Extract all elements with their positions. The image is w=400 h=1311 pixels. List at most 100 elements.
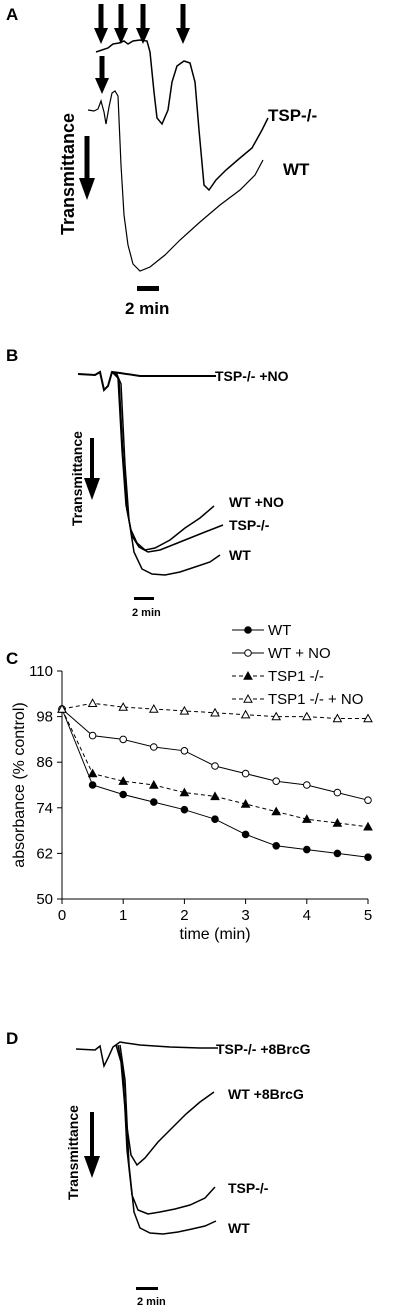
data-point bbox=[150, 798, 158, 806]
data-point bbox=[179, 705, 190, 715]
panel-b-ylabel: Transmittance bbox=[69, 431, 85, 526]
data-point bbox=[210, 791, 220, 801]
data-point bbox=[272, 777, 281, 786]
stimulus-arrows bbox=[94, 4, 190, 94]
x-tick-label: 5 bbox=[364, 907, 372, 924]
series-line bbox=[61, 702, 368, 719]
data-point bbox=[272, 842, 281, 850]
trace-label-wt: WT bbox=[228, 1220, 250, 1236]
panel-c: C 50 62 74 86 98 110 0 1 2 3 4 5 time (min) absorbanc… bbox=[6, 622, 373, 943]
data-point bbox=[87, 698, 98, 707]
data-point bbox=[240, 798, 251, 808]
data-point bbox=[271, 806, 282, 816]
legend-label: WT + NO bbox=[268, 645, 331, 662]
data-point bbox=[301, 711, 312, 721]
trace-wt bbox=[115, 371, 221, 576]
data-point bbox=[303, 845, 311, 854]
x-tick-label: 4 bbox=[303, 907, 311, 924]
data-point bbox=[240, 709, 251, 719]
x-axis-label: time (min) bbox=[179, 926, 250, 943]
trace-label-wt-no: WT +NO bbox=[229, 494, 284, 510]
trace-label-wt-8brcg: WT +8BrcG bbox=[228, 1086, 304, 1102]
data-point bbox=[88, 731, 97, 740]
legend-label: TSP1 -/- bbox=[268, 668, 324, 685]
time-scale-bar bbox=[136, 1287, 158, 1290]
trace-tsp-ko bbox=[95, 39, 269, 192]
transmittance-arrow-icon bbox=[84, 438, 100, 500]
data-point bbox=[364, 853, 372, 862]
data-point bbox=[332, 817, 343, 827]
legend-label: TSP1 -/- + NO bbox=[268, 691, 363, 708]
data-point bbox=[210, 707, 220, 717]
trace-label-tsp-ko-8brcg: TSP-/- +8BrcG bbox=[216, 1041, 311, 1057]
time-scale-label: 2 min bbox=[132, 607, 161, 619]
data-point bbox=[148, 703, 159, 713]
data-point bbox=[211, 762, 219, 770]
trace-label-wt: WT bbox=[283, 160, 310, 179]
arrow-down-icon bbox=[176, 4, 190, 44]
legend-marker bbox=[244, 626, 252, 634]
trace-wt-8brcg bbox=[115, 1044, 215, 1167]
time-scale-bar bbox=[137, 286, 159, 291]
data-point bbox=[363, 821, 373, 831]
absorbance-chart: 50 62 74 86 98 110 0 1 2 3 4 5 time (min) absorbance … bbox=[11, 622, 373, 943]
legend-label: WT bbox=[268, 622, 291, 639]
data-point bbox=[332, 713, 343, 723]
y-tick-label: 110 bbox=[29, 663, 53, 680]
data-point bbox=[119, 735, 127, 744]
data-point bbox=[180, 805, 189, 814]
time-scale-label: 2 min bbox=[125, 299, 169, 318]
trace-wt bbox=[87, 90, 264, 272]
data-point bbox=[333, 849, 342, 858]
data-point bbox=[150, 743, 158, 751]
legend-marker bbox=[243, 670, 253, 680]
trace-label-tsp-ko: TSP-/- bbox=[268, 106, 317, 125]
time-scale-label: 2 min bbox=[137, 1296, 166, 1308]
y-tick-label: 86 bbox=[36, 754, 53, 771]
series-line bbox=[61, 708, 369, 801]
data-point bbox=[148, 779, 159, 789]
y-tick-label: 62 bbox=[36, 845, 53, 862]
trace-tsp-ko-no bbox=[77, 370, 216, 392]
series-line bbox=[61, 708, 369, 858]
data-point bbox=[119, 790, 127, 799]
arrow-down-icon bbox=[114, 4, 128, 44]
trace-wt bbox=[119, 1044, 217, 1235]
data-point bbox=[179, 787, 190, 797]
transmittance-arrow-icon bbox=[84, 1112, 100, 1178]
data-point bbox=[88, 781, 97, 789]
x-tick-label: 0 bbox=[58, 907, 66, 924]
trace-tsp-ko-8brcg bbox=[75, 1041, 218, 1069]
arrow-down-icon bbox=[95, 56, 109, 94]
panel-b-letter: B bbox=[6, 346, 18, 365]
data-point bbox=[241, 769, 250, 778]
data-point bbox=[57, 703, 67, 713]
data-point bbox=[211, 815, 219, 824]
panel-c-letter: C bbox=[6, 649, 18, 668]
panel-a: A Transmittance TSP-/- WT 2 min bbox=[6, 4, 317, 318]
arrow-down-icon bbox=[94, 4, 108, 44]
data-point bbox=[301, 814, 312, 823]
data-point bbox=[364, 796, 372, 805]
panel-a-letter: A bbox=[6, 5, 18, 24]
data-point bbox=[118, 776, 129, 785]
trace-label-tsp-ko: TSP-/- bbox=[229, 517, 270, 533]
trace-tsp-ko bbox=[113, 371, 224, 553]
x-tick-label: 3 bbox=[241, 907, 249, 924]
data-point bbox=[241, 830, 250, 839]
panel-a-ylabel: Transmittance bbox=[58, 113, 78, 235]
trace-wt-no bbox=[111, 371, 215, 551]
arrow-down-icon bbox=[136, 4, 150, 44]
trace-tsp-ko bbox=[117, 1044, 216, 1215]
y-tick-label: 50 bbox=[36, 891, 53, 908]
time-scale-bar bbox=[134, 597, 154, 600]
panel-d-letter: D bbox=[6, 1029, 18, 1048]
data-point bbox=[363, 713, 373, 723]
legend-marker bbox=[243, 693, 253, 703]
trace-label-tsp-ko: TSP-/- bbox=[228, 1180, 269, 1196]
legend-marker bbox=[244, 649, 252, 657]
data-point bbox=[180, 747, 189, 755]
panel-d-ylabel: Transmittance bbox=[65, 1105, 81, 1200]
data-point bbox=[87, 768, 98, 778]
